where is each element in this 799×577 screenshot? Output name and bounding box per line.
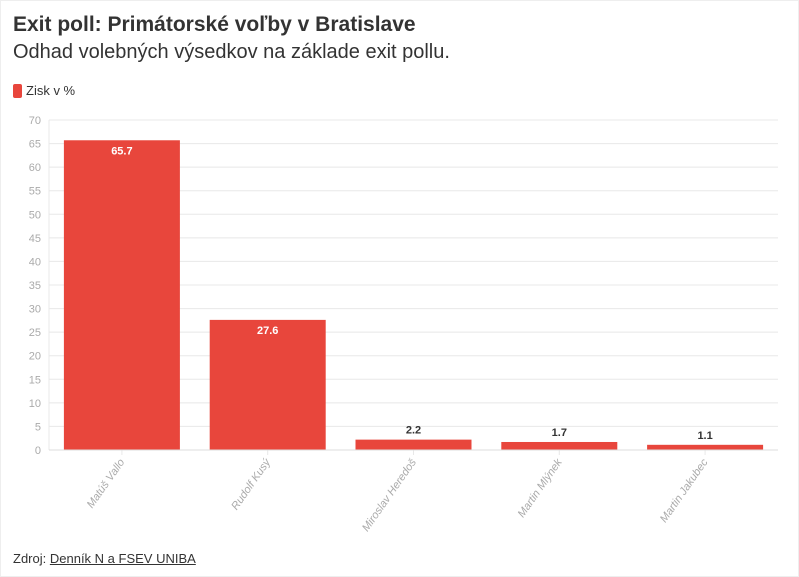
x-tick-label: Rudolf Kusý [229, 456, 274, 513]
legend-label: Zisk v % [26, 83, 76, 98]
data-label: 65.7 [111, 145, 132, 157]
legend-swatch [13, 83, 22, 98]
x-tick-label: Miroslav Heredoš [360, 456, 419, 533]
y-tick-label: 70 [29, 115, 41, 127]
x-tick-label: Martin Mlýnek [516, 456, 565, 519]
data-label: 1.1 [697, 430, 712, 442]
y-tick-label: 45 [29, 233, 41, 245]
y-tick-label: 50 [29, 209, 41, 221]
chart-subtitle: Odhad volebných výsedkov na základe exit… [13, 41, 450, 63]
chart-title: Exit poll: Primátorské voľby v Bratislav… [13, 13, 416, 36]
y-tick-label: 35 [29, 280, 41, 292]
source-prefix: Zdroj: [13, 551, 47, 566]
data-label: 2.2 [406, 425, 421, 437]
y-tick-label: 55 [29, 186, 41, 198]
x-tick-label: Martin Jakubec [658, 456, 711, 524]
y-tick-label: 10 [29, 398, 41, 410]
bar [355, 439, 472, 450]
data-label: 27.6 [257, 325, 278, 337]
bar [647, 444, 764, 450]
y-tick-label: 25 [29, 327, 41, 339]
bar [501, 441, 618, 450]
y-tick-label: 40 [29, 256, 41, 268]
y-tick-label: 65 [29, 139, 41, 151]
y-tick-label: 30 [29, 304, 41, 316]
source-note: Zdroj: Denník N a FSEV UNIBA [13, 551, 196, 566]
y-tick-label: 15 [29, 374, 41, 386]
bar [63, 140, 180, 450]
y-tick-label: 0 [35, 445, 41, 457]
bar [209, 319, 326, 450]
y-tick-label: 20 [29, 351, 41, 363]
legend: Zisk v % [13, 83, 75, 98]
source-link[interactable]: Denník N a FSEV UNIBA [49, 551, 196, 566]
x-tick-label: Matúš Vallo [85, 457, 128, 511]
y-tick-label: 5 [35, 421, 41, 433]
y-tick-label: 60 [29, 162, 41, 174]
data-label: 1.7 [552, 427, 567, 439]
